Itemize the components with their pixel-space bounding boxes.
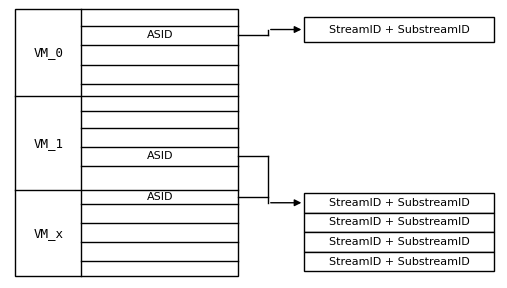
- Text: StreamID + SubstreamID: StreamID + SubstreamID: [329, 237, 469, 247]
- Text: VM_0: VM_0: [33, 46, 63, 59]
- Bar: [304, 193, 494, 213]
- Bar: [304, 213, 494, 232]
- Text: VM_x: VM_x: [33, 227, 63, 240]
- Text: ASID: ASID: [147, 30, 173, 40]
- Bar: [304, 17, 494, 42]
- Text: StreamID + SubstreamID: StreamID + SubstreamID: [329, 198, 469, 208]
- Bar: [15, 9, 238, 276]
- Text: StreamID + SubstreamID: StreamID + SubstreamID: [329, 257, 469, 266]
- Bar: [304, 232, 494, 252]
- Bar: [304, 252, 494, 271]
- Text: ASID: ASID: [147, 151, 173, 161]
- Text: VM_1: VM_1: [33, 137, 63, 150]
- Text: StreamID + SubstreamID: StreamID + SubstreamID: [329, 24, 469, 35]
- Text: StreamID + SubstreamID: StreamID + SubstreamID: [329, 217, 469, 227]
- Text: ASID: ASID: [147, 192, 173, 202]
